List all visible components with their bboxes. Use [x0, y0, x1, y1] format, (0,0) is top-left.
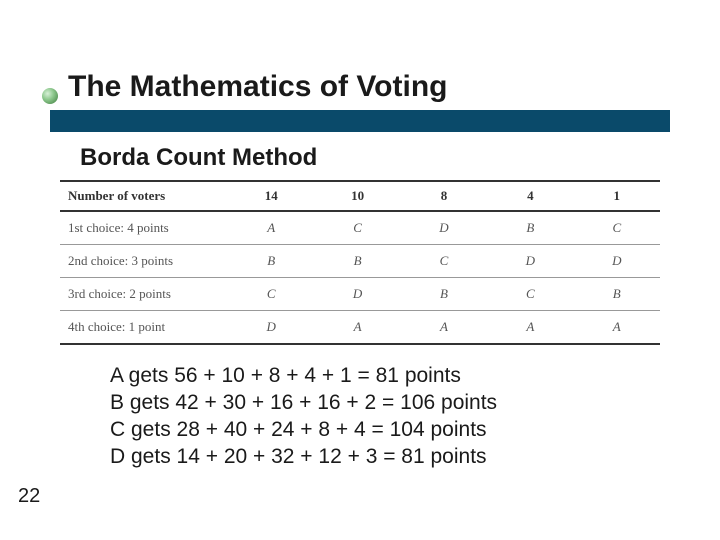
cell: C [574, 211, 660, 245]
row-label: 3rd choice: 2 points [60, 278, 228, 311]
cell: D [574, 245, 660, 278]
cell: D [228, 311, 314, 345]
calc-line: D gets 14 + 20 + 32 + 12 + 3 = 81 points [110, 444, 670, 471]
slide: The Mathematics of Voting Borda Count Me… [0, 0, 720, 540]
header-col: 14 [228, 181, 314, 211]
header-col: 1 [574, 181, 660, 211]
cell: B [487, 211, 573, 245]
header-col: 4 [487, 181, 573, 211]
page-number: 22 [18, 485, 40, 508]
cell: C [401, 245, 487, 278]
cell: A [401, 311, 487, 345]
cell: A [228, 211, 314, 245]
cell: D [314, 278, 400, 311]
bullet-icon [42, 88, 58, 104]
cell: B [574, 278, 660, 311]
row-label: 1st choice: 4 points [60, 211, 228, 245]
subtitle: Borda Count Method [50, 144, 670, 172]
cell: D [401, 211, 487, 245]
cell: B [314, 245, 400, 278]
table-row: 1st choice: 4 points A C D B C [60, 211, 660, 245]
voting-table-wrap: Number of voters 14 10 8 4 1 1st choice:… [50, 180, 670, 345]
cell: A [314, 311, 400, 345]
cell: C [487, 278, 573, 311]
table-row: 4th choice: 1 point D A A A A [60, 311, 660, 345]
table-header-row: Number of voters 14 10 8 4 1 [60, 181, 660, 211]
calc-line: C gets 28 + 40 + 24 + 8 + 4 = 104 points [110, 417, 670, 444]
calc-line: A gets 56 + 10 + 8 + 4 + 1 = 81 points [110, 363, 670, 390]
calc-line: B gets 42 + 30 + 16 + 16 + 2 = 106 point… [110, 390, 670, 417]
page-title: The Mathematics of Voting [50, 70, 670, 104]
cell: A [487, 311, 573, 345]
title-area: The Mathematics of Voting [50, 70, 670, 132]
header-label: Number of voters [60, 181, 228, 211]
table-row: 2nd choice: 3 points B B C D D [60, 245, 660, 278]
header-col: 10 [314, 181, 400, 211]
row-label: 4th choice: 1 point [60, 311, 228, 345]
row-label: 2nd choice: 3 points [60, 245, 228, 278]
cell: B [228, 245, 314, 278]
cell: B [401, 278, 487, 311]
title-bar [50, 110, 670, 132]
voting-table: Number of voters 14 10 8 4 1 1st choice:… [60, 180, 660, 345]
calculations: A gets 56 + 10 + 8 + 4 + 1 = 81 points B… [50, 345, 670, 471]
table-row: 3rd choice: 2 points C D B C B [60, 278, 660, 311]
cell: C [314, 211, 400, 245]
cell: C [228, 278, 314, 311]
cell: A [574, 311, 660, 345]
cell: D [487, 245, 573, 278]
header-col: 8 [401, 181, 487, 211]
